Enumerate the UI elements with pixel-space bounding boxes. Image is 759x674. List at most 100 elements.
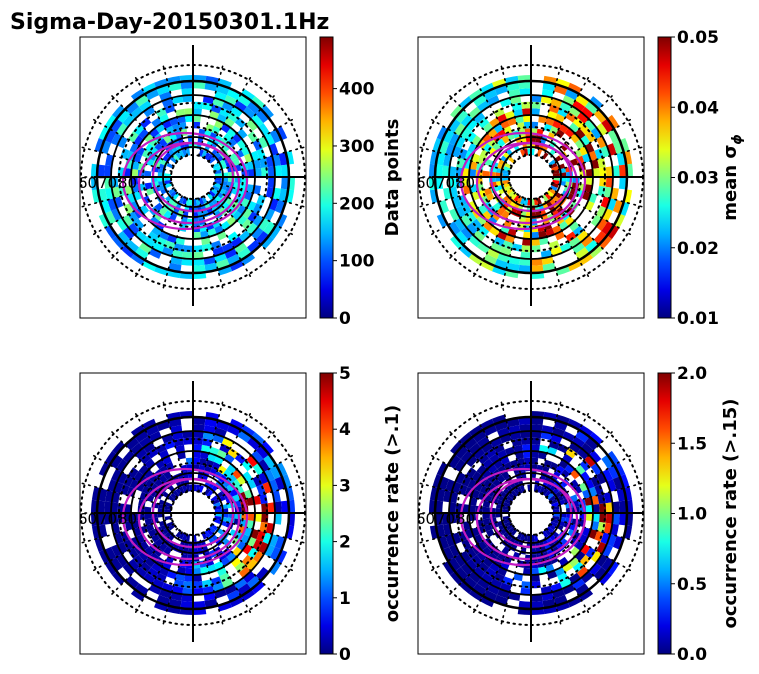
heatmap-cell xyxy=(159,588,172,599)
heatmap-cell xyxy=(111,502,119,513)
heatmap-cell xyxy=(129,478,140,490)
polar-heatmap: 60 70 80 xyxy=(418,45,644,306)
heatmap-cell xyxy=(158,113,170,124)
heatmap-cell xyxy=(275,549,288,564)
heatmap-cell xyxy=(580,235,594,248)
heatmap-cell xyxy=(208,526,216,534)
heatmap-cell xyxy=(455,136,466,149)
heatmap-cell xyxy=(558,459,569,470)
heatmap-cell xyxy=(184,574,193,582)
heatmap-cell xyxy=(135,566,148,579)
heatmap-cell xyxy=(158,206,168,216)
heatmap-cell xyxy=(164,515,172,521)
heatmap-cell xyxy=(139,117,152,129)
heatmap-cell xyxy=(518,264,531,273)
heatmap-cell xyxy=(542,598,556,608)
heatmap-cell xyxy=(110,119,123,133)
heatmap-cell xyxy=(130,252,146,266)
heatmap-cell xyxy=(226,88,241,101)
meridian-line xyxy=(418,181,511,209)
heatmap-cell xyxy=(468,504,477,513)
heatmap-cell xyxy=(613,213,626,228)
meridian-line xyxy=(133,74,183,159)
heatmap-cell xyxy=(200,566,209,575)
heatmap-cell xyxy=(442,129,455,144)
heatmap-cell xyxy=(578,588,594,602)
heatmap-cell xyxy=(204,418,218,428)
heatmap-cell xyxy=(100,199,112,214)
heatmap-cell xyxy=(139,204,150,215)
heatmap-cell xyxy=(481,133,492,144)
heatmap-cell xyxy=(104,450,118,466)
heatmap-cell xyxy=(166,162,174,169)
heatmap-cell xyxy=(97,500,106,513)
heatmap-cell xyxy=(481,210,492,221)
heatmap-cell xyxy=(487,127,498,138)
heatmap-cell xyxy=(480,418,495,431)
meridian-line xyxy=(207,92,278,163)
heatmap-cell xyxy=(596,218,608,231)
heatmap-cell xyxy=(552,588,565,599)
heatmap-cell xyxy=(531,567,540,576)
heatmap-cell xyxy=(576,447,589,460)
heatmap-cell xyxy=(204,152,211,160)
heatmap-cell xyxy=(520,587,531,595)
heatmap-cell xyxy=(449,208,460,222)
heatmap-cell xyxy=(129,536,140,548)
heatmap-cell xyxy=(263,455,276,469)
heatmap-cell xyxy=(184,567,193,576)
heatmap-cell xyxy=(143,572,156,584)
heatmap-cell xyxy=(592,504,600,513)
heatmap-cell xyxy=(455,109,469,123)
meridian-line xyxy=(213,517,306,545)
heatmap-cell xyxy=(523,148,529,156)
heatmap-cell xyxy=(493,572,505,583)
heatmap-cell xyxy=(502,515,510,521)
heatmap-cell xyxy=(263,221,276,235)
heatmap-cell xyxy=(576,230,589,243)
heatmap-cell xyxy=(550,498,558,505)
heatmap-cell xyxy=(215,420,230,432)
heatmap-cell xyxy=(544,490,552,498)
heatmap-cell xyxy=(145,479,155,489)
meridian-line xyxy=(499,398,527,493)
heatmap-cell xyxy=(508,526,516,534)
colorbar-tick-label: 1.5 xyxy=(677,434,707,454)
heatmap-cell xyxy=(240,88,256,102)
heatmap-cell xyxy=(226,552,237,563)
heatmap-cell xyxy=(232,210,243,221)
heatmap-cell xyxy=(98,524,108,538)
heatmap-cell xyxy=(130,88,146,102)
heatmap-cell xyxy=(562,584,576,595)
heatmap-cell xyxy=(124,513,132,522)
heatmap-cell xyxy=(129,142,140,154)
heatmap-cell xyxy=(195,198,201,206)
heatmap-cell xyxy=(549,125,559,135)
heatmap-cell xyxy=(616,488,626,502)
heatmap-cell xyxy=(156,420,171,432)
heatmap-cell xyxy=(584,119,597,132)
heatmap-cell xyxy=(555,414,570,425)
heatmap-cell xyxy=(580,571,594,584)
heatmap-cell xyxy=(503,502,511,508)
heatmap-cell xyxy=(559,242,572,253)
heatmap-cell xyxy=(104,177,112,189)
meridian-line xyxy=(90,117,175,167)
heatmap-cell xyxy=(98,488,108,502)
heatmap-cell xyxy=(260,235,274,250)
heatmap-cell xyxy=(182,431,193,439)
meridian-line xyxy=(213,481,306,509)
heatmap-cell xyxy=(236,540,247,551)
heatmap-cell xyxy=(601,557,614,571)
heatmap-cell xyxy=(240,588,256,602)
heatmap-cell xyxy=(193,444,202,452)
heatmap-cell xyxy=(516,532,523,540)
heatmap-cell xyxy=(575,583,589,596)
heatmap-cell xyxy=(159,534,168,543)
heatmap-cell xyxy=(504,162,512,169)
heatmap-cell xyxy=(218,483,227,492)
heatmap-cell xyxy=(143,442,156,454)
colorbar-tick-label: 300 xyxy=(339,137,375,157)
heatmap-cell xyxy=(222,133,233,143)
heatmap-cell xyxy=(193,114,202,123)
